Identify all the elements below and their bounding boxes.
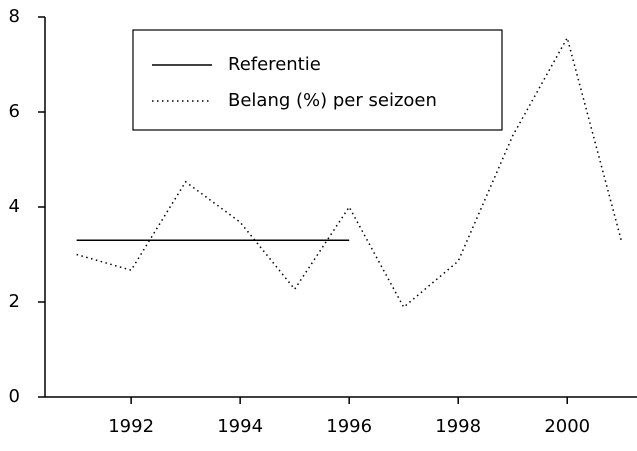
y-tick-label: 8 (9, 6, 20, 27)
x-tick-label: 2000 (544, 416, 590, 437)
y-tick-label: 6 (9, 101, 20, 122)
series-line (76, 35, 623, 309)
legend-box (132, 29, 503, 131)
x-tick-label: 1998 (435, 416, 481, 437)
x-tick-label: 1994 (217, 416, 263, 437)
y-tick-label: 0 (9, 386, 20, 407)
y-tick-label: 4 (9, 196, 20, 217)
y-tick-label: 2 (9, 291, 20, 312)
legend-label: Belang (%) per seizoen (228, 90, 437, 111)
legend-label: Referentie (228, 54, 321, 75)
x-tick-label: 1992 (108, 416, 154, 437)
x-tick-label: 1996 (326, 416, 372, 437)
